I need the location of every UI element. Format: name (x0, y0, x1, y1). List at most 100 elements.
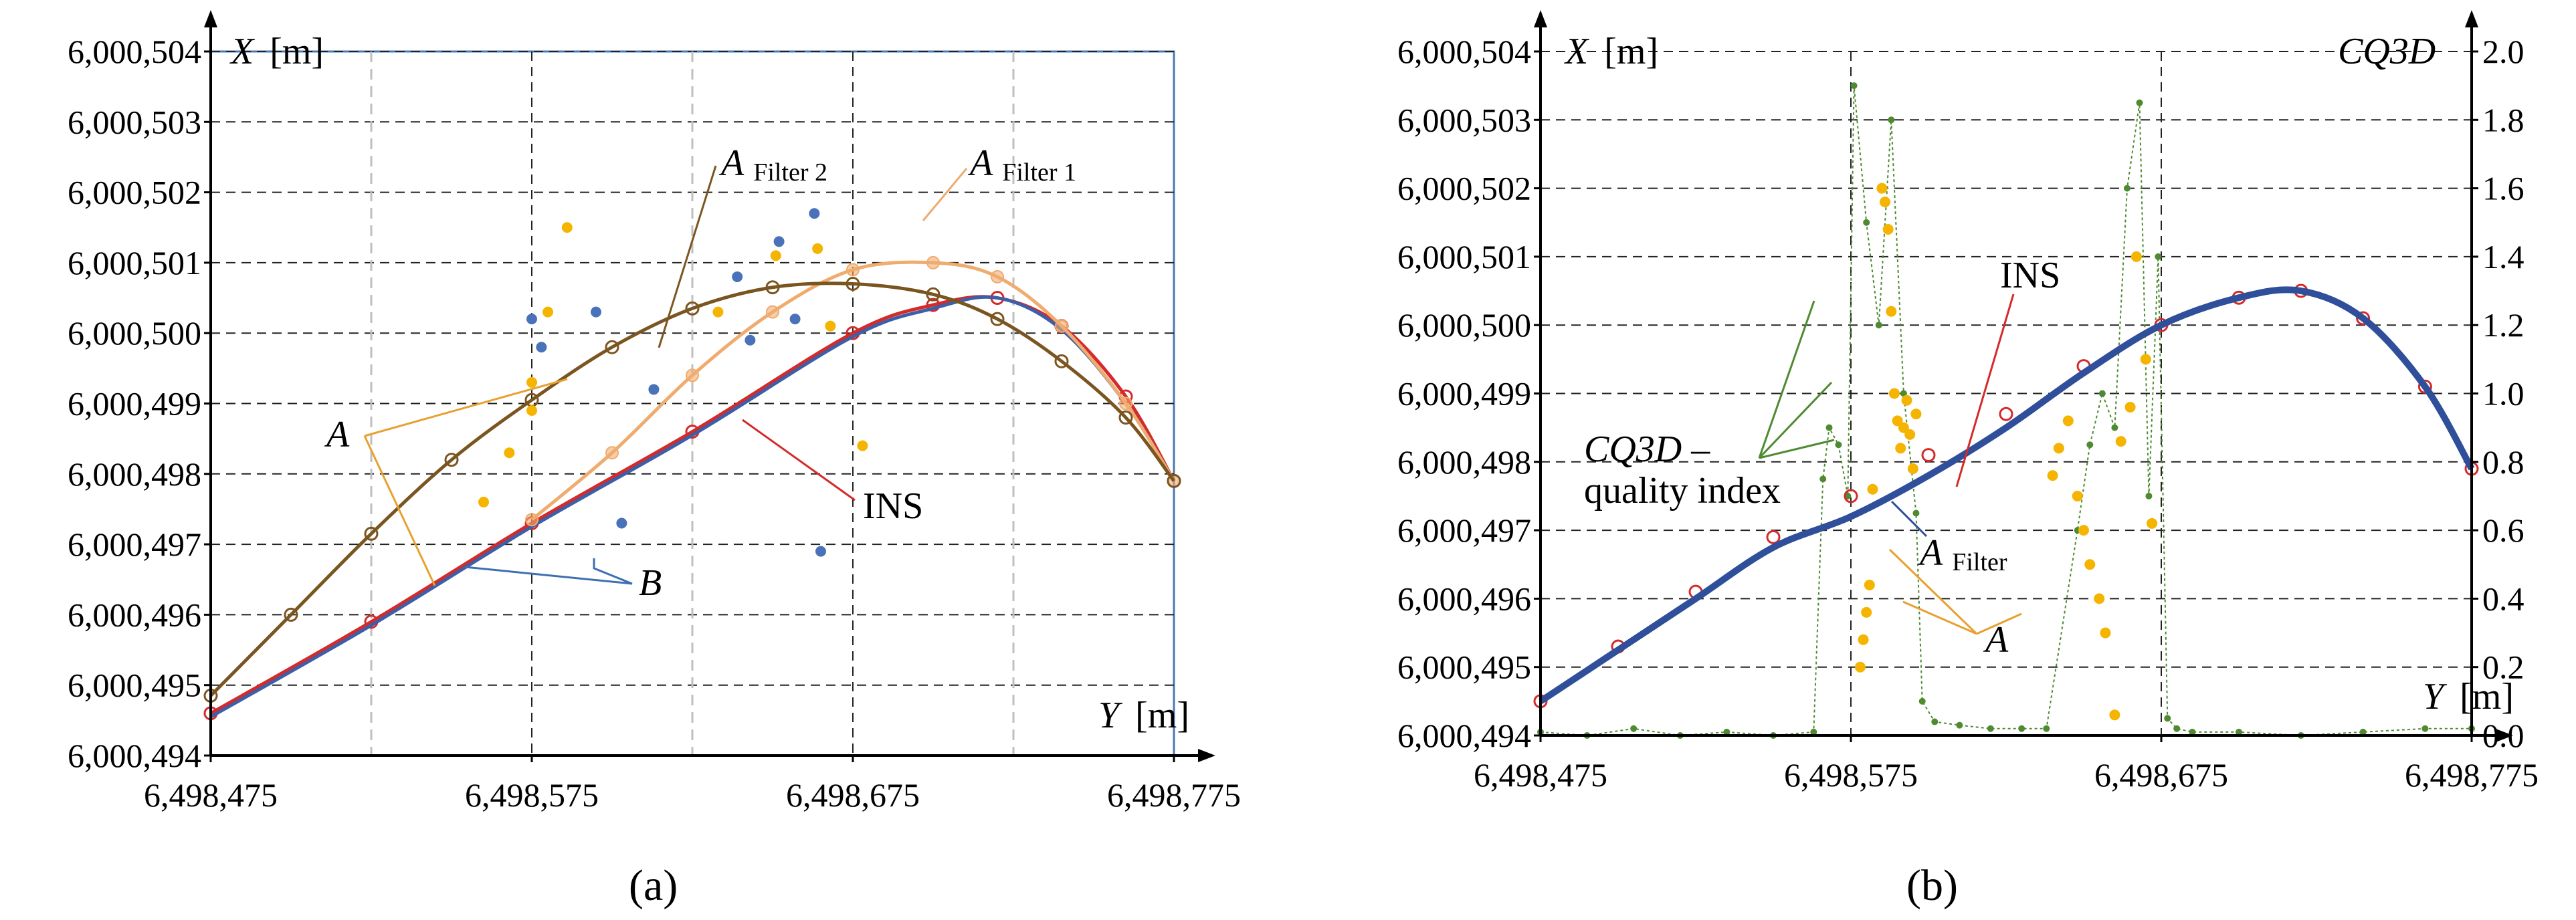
panel-a-leader-filter1 (922, 168, 968, 221)
panel-a-series-a-filter-1-point (766, 305, 779, 319)
panel-a-series-b (526, 208, 826, 557)
panel-b-x-axis-arrow (2496, 729, 2513, 742)
panel-a-series-ins-line (209, 295, 1176, 715)
panel-b-series-a-point (2062, 415, 2074, 427)
panel-a-x-var: Y (1098, 695, 1123, 736)
panel-a-series-a-filter-2-point (1118, 411, 1133, 425)
panel-a-y-tick-label: 6,000,504 (68, 33, 201, 70)
panel-b-y-tick-label: 6,000,498 (1397, 443, 1531, 481)
panel-b-y2-tick-label: 1.4 (2482, 238, 2524, 275)
panel-a-label-a: A (324, 414, 350, 455)
panel-b-y-tick-label: 6,000,494 (1397, 717, 1531, 754)
panel-a-series-a-filter-2-point (990, 312, 1005, 326)
panel-a-label-filter1: A Filter 1 (967, 142, 1076, 187)
panel-b-series-cq3d-quality-index-point (1850, 82, 1858, 90)
panel-a-series-a-point (770, 250, 781, 261)
panel-a-series-a-point (857, 440, 868, 451)
panel-b-series-a-point (1864, 579, 1875, 590)
panel-b-series-cq3d-quality-index-point (2145, 492, 2153, 499)
panel-a-filter1-sub: Filter 1 (1002, 158, 1076, 187)
panel-b-series-cq3d-quality-index-point (1875, 322, 1882, 329)
panel-a-series-a-point (504, 447, 515, 459)
panel-a-y-axis-arrow (204, 10, 217, 27)
panel-a-series-b-point (648, 384, 660, 395)
panel-b-series-ins-point (2417, 379, 2432, 394)
panel-a-series-b-point (815, 546, 826, 557)
panel-a-y-tick-label: 6,000,497 (68, 526, 201, 563)
panel-a-series-a-point (825, 320, 836, 332)
panel-a-y-axis-label: X [m] (229, 31, 324, 72)
panel-b-y2-axis-label: CQ3D (2338, 31, 2436, 72)
panel-b-series-cq3d-quality-index-point (1888, 116, 1895, 124)
panel-a-series-a-filter-2-point (444, 453, 459, 467)
panel-a-series-a-filter-2-point (364, 526, 379, 541)
panel-b-y-var: X (1564, 31, 1590, 72)
panel-a-annotation-a: A (324, 378, 568, 586)
panel-b-y2-tick-label: 1.0 (2482, 375, 2524, 413)
panel-b-series-cq3d-quality-index-point (2136, 99, 2143, 106)
panel-b-series-a-point (1886, 306, 1897, 317)
panel-b-series-a-point (2094, 593, 2105, 604)
panel-b-series-cq3d-quality-index-point (1810, 728, 1817, 735)
panel-b-series-a-point (1898, 422, 1909, 433)
panel-b-series-a-point (1867, 483, 1878, 495)
panel-a-x-axis-arrow (1198, 749, 1215, 762)
panel-b-x-axis-label: Y [m] (2423, 676, 2514, 717)
panel-a-tick-labels: 6,000,494 6,000,495 6,000,496 6,000,497 6,00… (68, 33, 1241, 814)
panel-b-y-tick-label: 6,000,496 (1397, 580, 1531, 617)
panel-a-annotation-b: B (464, 558, 662, 604)
panel-a-series-b-point (732, 271, 743, 282)
panel-a-series-a-filter-2-point (524, 392, 539, 407)
panel-b-series-a-filter (1539, 286, 2475, 705)
panel-a-y-tick-label: 6,000,502 (68, 174, 201, 211)
panel-b-y2-tick-label: 0.2 (2482, 649, 2524, 686)
panel-b-y2-tick-label: 0.6 (2482, 511, 2524, 549)
panel-b-series-a (1854, 183, 2158, 721)
panel-b-label-cq3d: CQ3D – (1584, 429, 1710, 470)
panel-b-series-cq3d-quality-index-point (1819, 475, 1827, 483)
panel-a-series-a-filter-1-point (926, 255, 940, 269)
panel-b-series-cq3d-quality-index-point (2155, 253, 2162, 260)
panel-b-series-a-point (2047, 470, 2058, 481)
panel-b-series-cq3d-quality-index-point (1918, 697, 1926, 705)
panel-b-y2-tick-label: 1.2 (2482, 306, 2524, 344)
panel-a-series-a-filter-1-point (846, 263, 860, 277)
panel-b-series-a-point (1858, 634, 1869, 645)
panel-b-gridlines (1541, 51, 2472, 735)
panel-a-series-b-point (526, 314, 537, 325)
panel-a-caption: (a) (629, 861, 678, 910)
panel-a-y-unit: [m] (270, 31, 324, 72)
panel-b-axes (1534, 10, 2513, 742)
panel-b-y2-tick-label: 2.0 (2482, 33, 2524, 70)
panel-b-label-afilter: A Filter (1917, 532, 2007, 576)
panel-a-x-tick-label: 6,498,675 (786, 776, 920, 814)
panel-a-axes (204, 10, 1215, 762)
panel-a-chart: 6,000,494 6,000,495 6,000,496 6,000,497 6,00… (68, 10, 1241, 910)
panel-a-series-a-filter-1-point (1055, 319, 1068, 333)
panel-a-series-a-point (478, 496, 489, 507)
panel-b-series-a-point (1854, 661, 1866, 673)
panel-b-y-tick-label: 6,000,497 (1397, 511, 1531, 549)
panel-a-x-tick-label: 6,498,775 (1107, 776, 1241, 814)
panel-a-series-a-filter-1 (525, 255, 1181, 527)
panel-a-series-a-filter-2-point (685, 301, 700, 316)
panel-a-series-a-filter-2-point (765, 280, 780, 295)
panel-b-series-a-point (2100, 627, 2111, 639)
panel-b-y-tick-label: 6,000,495 (1397, 649, 1531, 686)
panel-b-series-cq3d-quality-index-point (2189, 728, 2196, 735)
panel-a-x-tick-label: 6,498,475 (144, 776, 278, 814)
panel-b-series-cq3d-quality-index-point (1863, 219, 1870, 226)
panel-a-y-tick-label: 6,000,495 (68, 667, 201, 704)
panel-b-series-cq3d-quality-index-point (2164, 715, 2171, 722)
panel-b-annotation-a: A (1888, 548, 2022, 661)
panel-a-y-tick-label: 6,000,496 (68, 596, 201, 633)
panel-a-series-b-point (809, 208, 820, 219)
panel-a-series-a-point (542, 306, 553, 318)
panel-b-series-a-point (1910, 409, 1922, 420)
panel-b-series-ins-point (1844, 489, 1858, 503)
panel-a-annotation-ins: INS (742, 419, 923, 527)
panel-b-y-axis-label: X [m] (1564, 31, 1658, 72)
panel-b-y2-tick-label: 1.8 (2482, 101, 2524, 138)
panel-b-y2-tick-label: 1.6 (2482, 170, 2524, 207)
panel-a-y-tick-label: 6,000,500 (68, 314, 201, 352)
